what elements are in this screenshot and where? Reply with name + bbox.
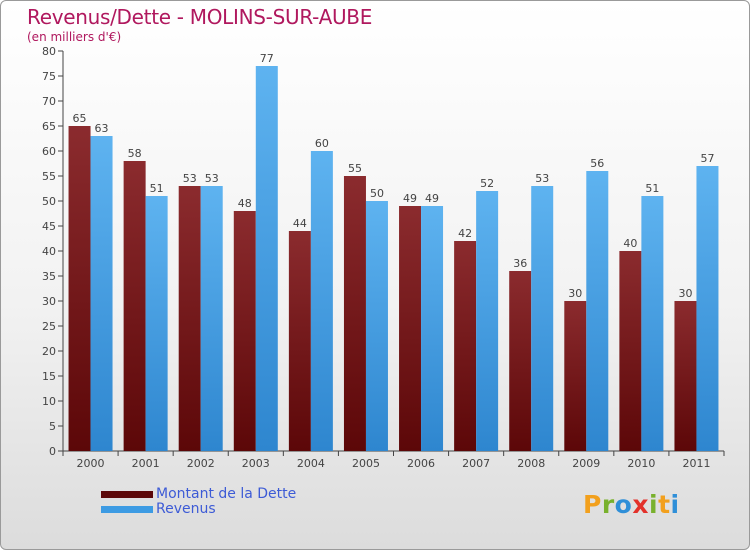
logo-letter: i — [670, 490, 680, 519]
x-tick-label: 2000 — [77, 457, 105, 470]
x-tick-label: 2003 — [242, 457, 270, 470]
debt-bar — [343, 176, 366, 451]
revenus-bar — [421, 206, 444, 451]
x-tick-label: 2004 — [297, 457, 325, 470]
x-tick-label: 2010 — [627, 457, 655, 470]
debt-bar — [399, 206, 422, 451]
debt-value-label: 65 — [73, 112, 87, 125]
debt-bar — [564, 301, 587, 451]
logo-letter: o — [614, 490, 633, 519]
revenus-bar — [145, 196, 168, 451]
revenus-bar — [255, 66, 278, 451]
legend-label-revenus: Revenus — [156, 501, 216, 517]
y-tick-label: 60 — [42, 145, 56, 158]
y-tick-label: 80 — [42, 45, 56, 58]
debt-bar — [233, 211, 256, 451]
debt-bar — [68, 126, 91, 451]
debt-bar — [674, 301, 697, 451]
x-tick-label: 2002 — [187, 457, 215, 470]
chart-subtitle: (en milliers d'€) — [27, 30, 122, 44]
revenus-value-label: 49 — [425, 192, 439, 205]
revenus-bar — [200, 186, 223, 451]
revenus-value-label: 52 — [480, 177, 494, 190]
debt-value-label: 58 — [128, 147, 142, 160]
debt-bar — [178, 186, 201, 451]
chart-title: Revenus/Dette - MOLINS-SUR-AUBE — [27, 5, 373, 29]
debt-value-label: 30 — [568, 287, 582, 300]
debt-value-label: 42 — [458, 227, 472, 240]
revenus-value-label: 56 — [590, 157, 604, 170]
y-tick-label: 25 — [42, 320, 56, 333]
revenus-value-label: 63 — [95, 122, 109, 135]
x-tick-label: 2007 — [462, 457, 490, 470]
x-tick-label: 2006 — [407, 457, 435, 470]
logo-letter: P — [583, 490, 602, 519]
y-tick-label: 15 — [42, 370, 56, 383]
revenus-bar — [531, 186, 554, 451]
y-tick-label: 5 — [49, 420, 56, 433]
y-tick-label: 70 — [42, 95, 56, 108]
x-tick-label: 2011 — [682, 457, 710, 470]
debt-value-label: 30 — [678, 287, 692, 300]
revenus-bar — [476, 191, 499, 451]
y-tick-label: 40 — [42, 245, 56, 258]
debt-value-label: 49 — [403, 192, 417, 205]
logo-letter: r — [601, 490, 615, 519]
debt-value-label: 40 — [623, 237, 637, 250]
revenus-value-label: 60 — [315, 137, 329, 150]
revenus-bar — [310, 151, 333, 451]
proxiti-logo: Proxiti — [583, 490, 680, 519]
debt-bar — [509, 271, 532, 451]
debt-value-label: 36 — [513, 257, 527, 270]
x-tick-label: 2005 — [352, 457, 380, 470]
revenus-value-label: 51 — [150, 182, 164, 195]
y-tick-label: 50 — [42, 195, 56, 208]
logo-letter: i — [649, 490, 659, 519]
debt-value-label: 44 — [293, 217, 307, 230]
revenus-bar — [696, 166, 719, 451]
revenus-value-label: 53 — [535, 172, 549, 185]
legend-swatch-debt — [101, 490, 153, 498]
y-tick-label: 75 — [42, 70, 56, 83]
revenus-bar — [365, 201, 388, 451]
x-tick-label: 2009 — [572, 457, 600, 470]
legend-item-revenus: Revenus — [101, 501, 216, 517]
debt-bar — [619, 251, 642, 451]
x-tick-label: 2008 — [517, 457, 545, 470]
y-tick-label: 0 — [49, 445, 56, 458]
y-tick-label: 35 — [42, 270, 56, 283]
y-tick-label: 45 — [42, 220, 56, 233]
debt-bar — [454, 241, 477, 451]
debt-value-label: 48 — [238, 197, 252, 210]
logo-letter: x — [632, 490, 649, 519]
revenus-value-label: 51 — [645, 182, 659, 195]
y-tick-label: 20 — [42, 345, 56, 358]
legend-item-debt: Montant de la Dette — [101, 486, 297, 502]
revenus-value-label: 50 — [370, 187, 384, 200]
y-tick-label: 65 — [42, 120, 56, 133]
y-tick-label: 30 — [42, 295, 56, 308]
revenus-bar — [641, 196, 664, 451]
logo-letter: t — [658, 490, 671, 519]
debt-bar — [288, 231, 311, 451]
revenus-bar — [90, 136, 113, 451]
y-tick-label: 10 — [42, 395, 56, 408]
debt-bar — [123, 161, 146, 451]
debt-value-label: 55 — [348, 162, 362, 175]
revenus-bar — [586, 171, 609, 451]
legend-swatch-revenus — [101, 505, 153, 513]
revenus-value-label: 77 — [260, 52, 274, 65]
revenus-value-label: 57 — [700, 152, 714, 165]
revenus-value-label: 53 — [205, 172, 219, 185]
legend-label-debt: Montant de la Dette — [156, 486, 297, 502]
y-tick-label: 55 — [42, 170, 56, 183]
x-tick-label: 2001 — [132, 457, 160, 470]
debt-value-label: 53 — [183, 172, 197, 185]
